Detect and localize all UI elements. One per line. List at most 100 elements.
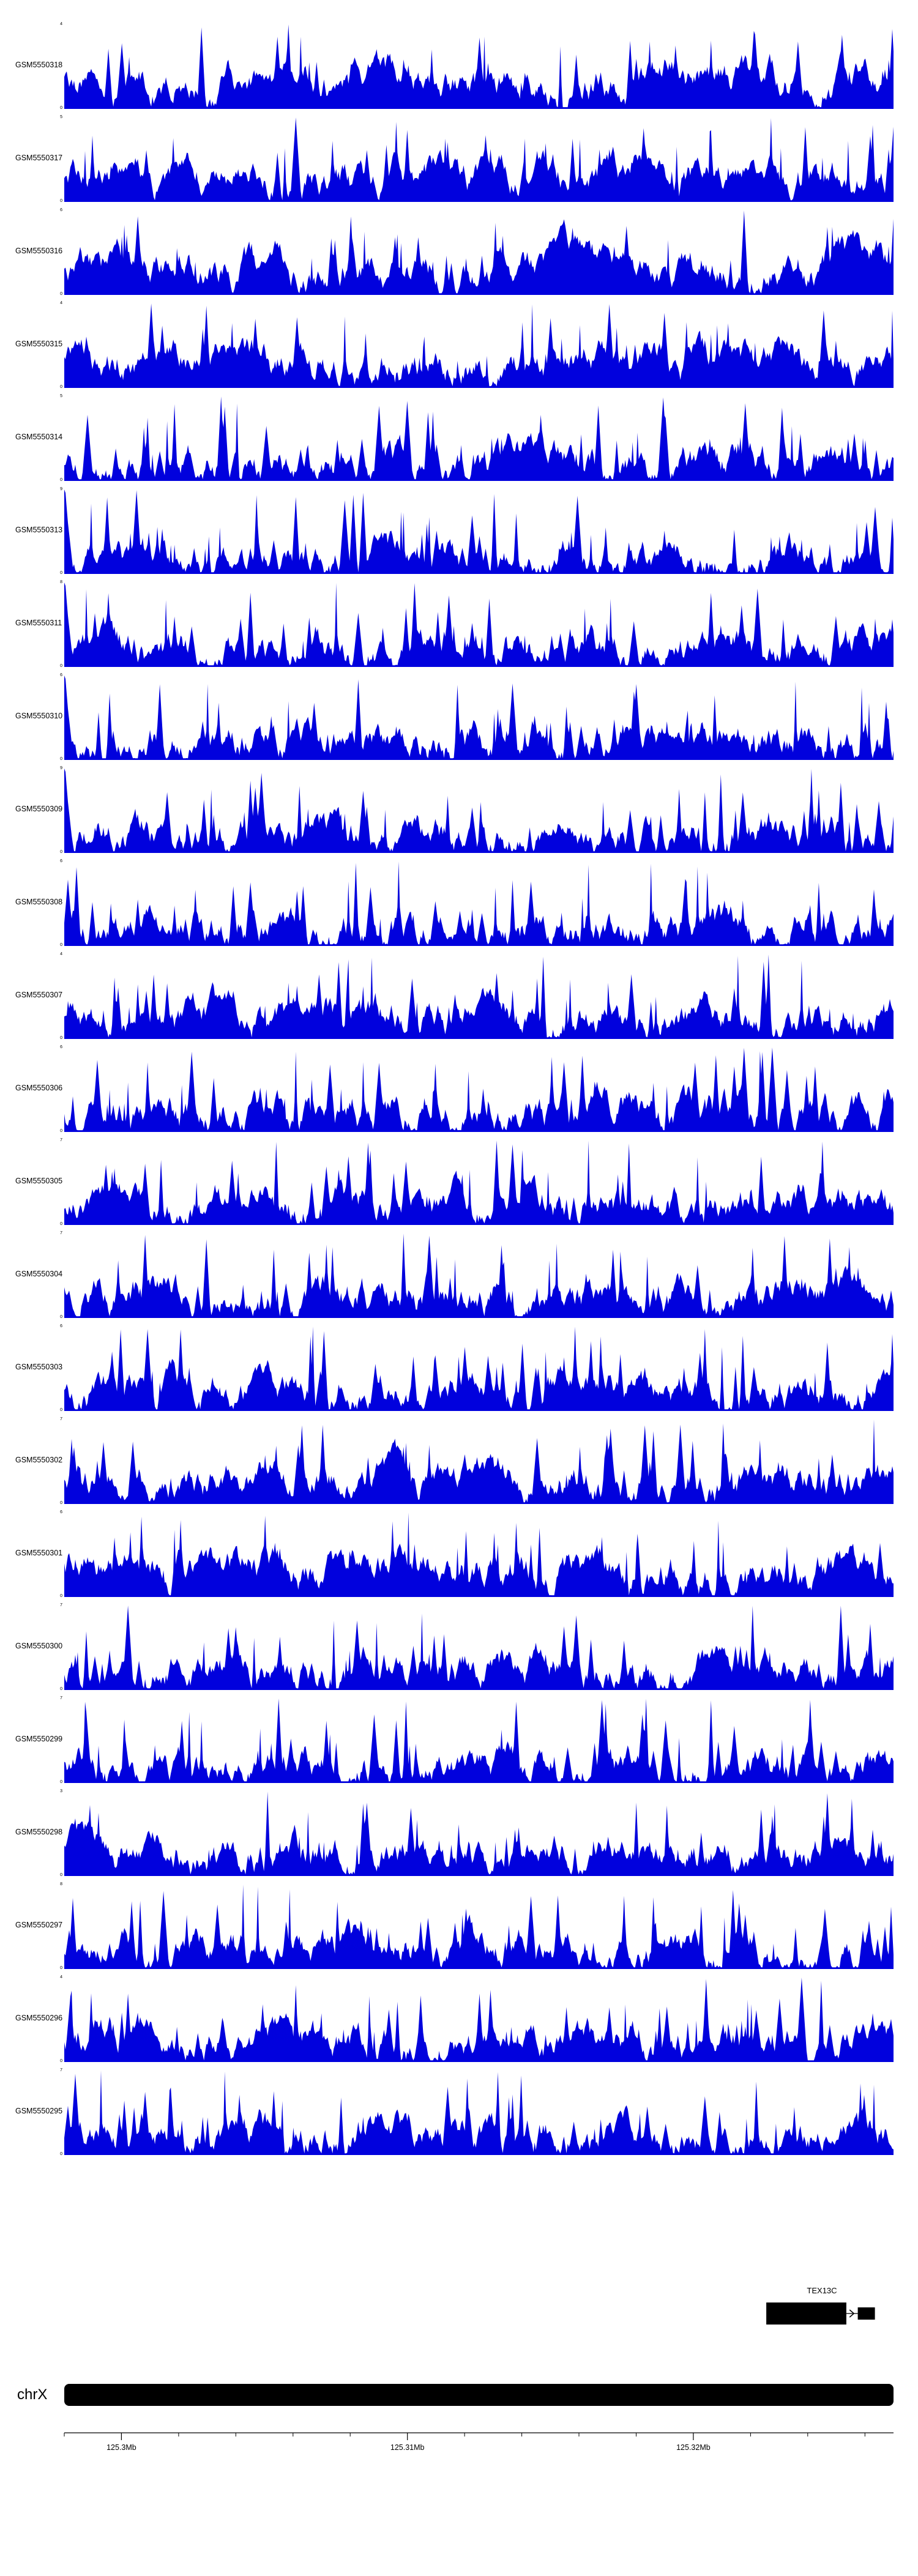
signal-track-row: GSM5550318 4 0	[0, 18, 918, 111]
signal-track-row: GSM5550297 8 0	[0, 1878, 918, 1971]
track-sample-label: GSM5550304	[15, 1270, 63, 1278]
track-plot-area: 4 0	[60, 1975, 894, 2063]
track-sample-label: GSM5550298	[15, 1828, 63, 1836]
gene-name-label: TEX13C	[807, 2286, 837, 2295]
y-axis-max-label: 6	[60, 859, 62, 863]
y-axis-min-label: 0	[60, 1036, 62, 1040]
coverage-signal	[64, 955, 894, 1039]
coverage-signal	[64, 1699, 894, 1783]
y-axis-max-label: 9	[60, 766, 62, 770]
track-plot-area: 9 0	[60, 487, 894, 575]
signal-track-row: GSM5550306 6 0	[0, 1041, 918, 1134]
track-sample-label: GSM5550299	[15, 1735, 63, 1743]
track-plot-area: 4 0	[60, 301, 894, 389]
track-sample-label: GSM5550306	[15, 1084, 63, 1092]
track-plot-area: 7 0	[60, 1696, 894, 1784]
signal-track-row: GSM5550316 6 0	[0, 204, 918, 297]
track-plot-area: 6 0	[60, 208, 894, 296]
signal-track-row: GSM5550315 4 0	[0, 297, 918, 390]
coverage-signal	[64, 769, 894, 853]
signal-track-row: GSM5550307 4 0	[0, 948, 918, 1041]
coverage-area	[64, 1885, 894, 1969]
coverage-signal	[64, 1978, 894, 2062]
y-axis-max-label: 4	[60, 1975, 62, 1979]
track-sample-label: GSM5550314	[15, 433, 63, 441]
y-axis-max-label: 4	[60, 22, 62, 26]
coverage-signal	[64, 2071, 894, 2155]
track-plot-area: 6 0	[60, 673, 894, 761]
y-axis-max-label: 5	[60, 394, 62, 398]
track-plot-area: 3 0	[60, 1789, 894, 1877]
y-axis-min-label: 0	[60, 478, 62, 482]
track-plot-area: 9 0	[60, 766, 894, 854]
y-axis-max-label: 6	[60, 1324, 62, 1328]
coverage-signal	[64, 210, 894, 295]
signal-track-row: GSM5550300 7 0	[0, 1599, 918, 1692]
coverage-area	[64, 1420, 894, 1504]
signal-track-row: GSM5550304 7 0	[0, 1227, 918, 1320]
signal-track-row: GSM5550303 6 0	[0, 1320, 918, 1413]
track-sample-label: GSM5550309	[15, 805, 63, 813]
y-axis-max-label: 7	[60, 1603, 62, 1607]
coverage-signal	[64, 583, 894, 667]
track-plot-area: 6 0	[60, 1324, 894, 1412]
track-plot-area: 7 0	[60, 1138, 894, 1226]
coverage-area	[64, 583, 894, 667]
coverage-area	[64, 1048, 894, 1132]
track-sample-label: GSM5550317	[15, 154, 63, 162]
track-sample-label: GSM5550301	[15, 1549, 63, 1557]
coverage-area	[64, 303, 894, 388]
strand-arrow-icon	[849, 2309, 855, 2318]
gene-exon	[766, 2302, 846, 2325]
coverage-area	[64, 955, 894, 1039]
y-axis-min-label: 0	[60, 1315, 62, 1319]
axis-tick-label: 125.32Mb	[676, 2443, 711, 2452]
y-axis-min-label: 0	[60, 292, 62, 296]
track-sample-label: GSM5550295	[15, 2107, 63, 2115]
y-axis-max-label: 3	[60, 1789, 62, 1793]
y-axis-max-label: 7	[60, 1417, 62, 1421]
coverage-signal	[64, 862, 894, 946]
track-plot-area: 6 0	[60, 859, 894, 947]
signal-track-row: GSM5550295 7 0	[0, 2064, 918, 2157]
y-axis-min-label: 0	[60, 1408, 62, 1412]
y-axis-max-label: 6	[60, 673, 62, 677]
track-plot-area: 8 0	[60, 580, 894, 668]
signal-track-row: GSM5550299 7 0	[0, 1692, 918, 1785]
y-axis-min-label: 0	[60, 1966, 62, 1970]
signal-track-row: GSM5550311 8 0	[0, 576, 918, 669]
track-plot-area: 7 0	[60, 1603, 894, 1691]
coverage-signal	[64, 1327, 894, 1411]
coverage-area	[64, 1606, 894, 1690]
y-axis-min-label: 0	[60, 1687, 62, 1691]
y-axis-min-label: 0	[60, 1129, 62, 1133]
track-sample-label: GSM5550296	[15, 2014, 63, 2022]
coverage-area	[64, 2071, 894, 2155]
y-axis-max-label: 7	[60, 2068, 62, 2072]
coverage-signal	[64, 676, 894, 760]
track-plot-area: 4 0	[60, 952, 894, 1040]
y-axis-min-label: 0	[60, 1594, 62, 1598]
y-axis-max-label: 9	[60, 487, 62, 491]
coverage-signal	[64, 396, 894, 481]
coverage-area	[64, 1327, 894, 1411]
coverage-signal	[64, 303, 894, 388]
y-axis-min-label: 0	[60, 943, 62, 947]
y-axis-min-label: 0	[60, 757, 62, 761]
track-sample-label: GSM5550316	[15, 247, 63, 255]
track-sample-label: GSM5550310	[15, 712, 63, 720]
y-axis-min-label: 0	[60, 1780, 62, 1784]
y-axis-max-label: 4	[60, 952, 62, 956]
gene-model	[766, 2302, 875, 2325]
coverage-area	[64, 117, 894, 202]
coverage-area	[64, 862, 894, 946]
track-sample-label: GSM5550305	[15, 1177, 63, 1185]
chromosome-label: chrX	[17, 2386, 48, 2403]
track-plot-area: 5 0	[60, 115, 894, 203]
y-axis-min-label: 0	[60, 571, 62, 575]
track-sample-label: GSM5550297	[15, 1921, 63, 1929]
track-sample-label: GSM5550307	[15, 991, 63, 999]
y-axis-max-label: 7	[60, 1138, 62, 1142]
y-axis-min-label: 0	[60, 1873, 62, 1877]
